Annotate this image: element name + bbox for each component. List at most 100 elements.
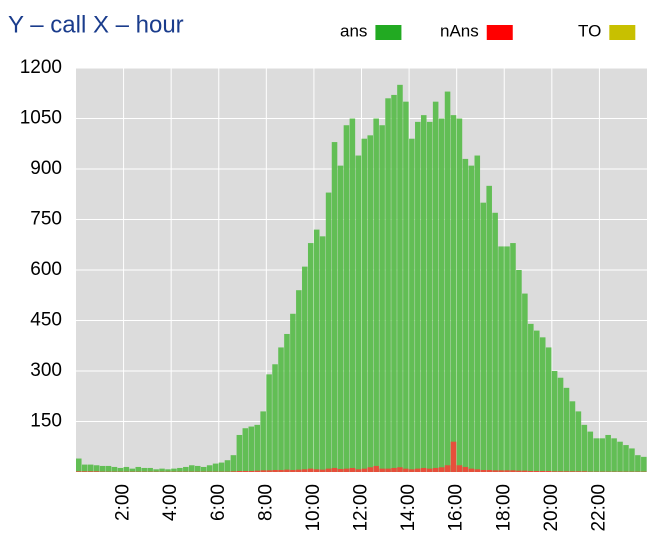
bar bbox=[278, 469, 284, 472]
bar bbox=[307, 243, 314, 472]
bar bbox=[438, 467, 445, 472]
bar bbox=[391, 467, 397, 472]
bar bbox=[468, 165, 475, 472]
bar bbox=[296, 290, 302, 472]
bar bbox=[313, 469, 320, 472]
bar bbox=[533, 470, 540, 472]
bar bbox=[545, 470, 552, 472]
bar bbox=[623, 445, 629, 472]
bar bbox=[165, 469, 171, 472]
bar bbox=[605, 434, 611, 472]
bar bbox=[522, 470, 528, 472]
bar bbox=[242, 428, 249, 472]
bar bbox=[492, 212, 498, 472]
bar bbox=[420, 115, 427, 472]
bar bbox=[415, 121, 421, 472]
bar bbox=[611, 438, 617, 472]
bar bbox=[349, 467, 356, 472]
bar bbox=[313, 229, 320, 472]
bar bbox=[385, 468, 391, 472]
bar bbox=[444, 91, 451, 473]
bar bbox=[87, 464, 94, 472]
bar bbox=[444, 465, 451, 472]
bar bbox=[171, 468, 177, 472]
bar bbox=[272, 469, 278, 472]
bar bbox=[498, 246, 504, 472]
bar bbox=[367, 467, 373, 472]
bar bbox=[117, 467, 124, 472]
y-tick-label: 1200 bbox=[20, 57, 62, 78]
legend-label: TO bbox=[578, 21, 601, 40]
bar bbox=[302, 469, 308, 472]
bar bbox=[254, 424, 260, 472]
bar bbox=[373, 465, 379, 472]
bar bbox=[456, 118, 463, 472]
bar bbox=[343, 468, 350, 472]
bar bbox=[325, 468, 332, 472]
bar bbox=[581, 471, 588, 472]
x-tick-label: 14:00 bbox=[398, 484, 419, 532]
bar bbox=[516, 270, 522, 472]
bar bbox=[367, 135, 373, 473]
bar bbox=[93, 471, 100, 472]
bar bbox=[462, 466, 469, 472]
bar bbox=[522, 293, 528, 472]
bar bbox=[492, 470, 498, 472]
legend-swatch bbox=[375, 25, 402, 40]
bar bbox=[498, 470, 504, 472]
bar bbox=[426, 468, 433, 472]
bar bbox=[480, 469, 487, 472]
bar bbox=[551, 471, 558, 472]
bar bbox=[218, 462, 225, 472]
bar bbox=[87, 471, 94, 472]
bar bbox=[337, 165, 344, 472]
bar bbox=[563, 471, 570, 472]
x-tick-label: 2:00 bbox=[113, 484, 134, 521]
bar bbox=[284, 333, 290, 472]
bar bbox=[93, 465, 100, 472]
bar bbox=[533, 330, 540, 472]
bar bbox=[123, 466, 130, 472]
bar bbox=[242, 470, 249, 472]
bar bbox=[581, 424, 588, 472]
bar bbox=[551, 371, 558, 472]
bar bbox=[76, 471, 82, 472]
bar bbox=[468, 468, 475, 472]
bar bbox=[183, 466, 189, 472]
bar bbox=[290, 313, 296, 472]
bar bbox=[599, 438, 605, 472]
bar bbox=[462, 158, 469, 472]
bar bbox=[81, 471, 88, 472]
bar bbox=[545, 347, 552, 472]
bar bbox=[331, 142, 338, 473]
bar bbox=[379, 468, 385, 472]
bar bbox=[153, 469, 159, 472]
bar bbox=[385, 98, 391, 473]
bar bbox=[397, 84, 403, 472]
bar bbox=[593, 438, 600, 472]
bar bbox=[302, 266, 308, 472]
bar bbox=[539, 337, 546, 472]
legend-label: nAns bbox=[440, 21, 479, 40]
bar bbox=[641, 456, 647, 472]
bar bbox=[397, 467, 403, 472]
legend-swatch bbox=[609, 25, 636, 40]
bar bbox=[254, 470, 260, 472]
bar bbox=[194, 465, 201, 472]
bar bbox=[343, 125, 350, 472]
bar bbox=[510, 243, 516, 472]
bar bbox=[373, 118, 379, 472]
y-tick-label: 600 bbox=[30, 259, 62, 280]
bar bbox=[415, 468, 421, 472]
bar bbox=[456, 465, 463, 472]
bar bbox=[260, 470, 266, 472]
bar bbox=[236, 434, 243, 472]
bar bbox=[105, 465, 112, 472]
x-tick-label: 12:00 bbox=[351, 484, 372, 532]
x-tick-label: 22:00 bbox=[588, 484, 609, 532]
x-tick-label: 20:00 bbox=[541, 484, 562, 532]
bar bbox=[248, 426, 255, 472]
bar bbox=[403, 101, 409, 473]
bar bbox=[504, 246, 510, 472]
bar bbox=[432, 467, 439, 472]
